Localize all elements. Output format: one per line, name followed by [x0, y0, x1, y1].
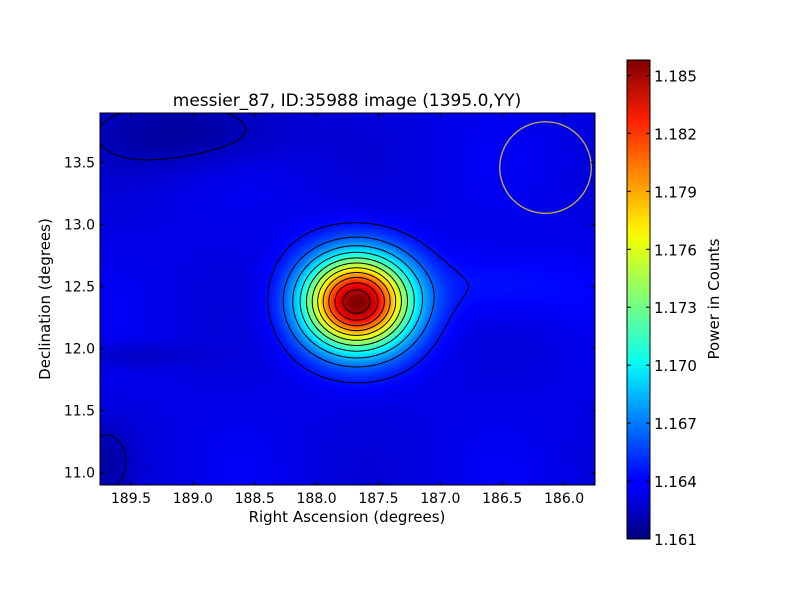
colorbar-tick-label: 1.185 [654, 67, 697, 85]
colorbar-tick-label: 1.164 [654, 473, 697, 491]
contour-line [100, 113, 247, 485]
contour-line [306, 257, 408, 346]
heatmap-image [100, 113, 595, 485]
contour-line [317, 267, 397, 336]
colorbar-tick-label: 1.167 [654, 415, 697, 433]
colorbar-gradient [626, 59, 651, 540]
colorbar-ticks: 1.161 1.164 1.167 1.170 1.173 1.176 1.179 1.182… [627, 67, 697, 549]
x-tick-label: 189.0 [173, 491, 213, 507]
y-tick-label: 11.5 [64, 404, 95, 420]
contour-line [322, 272, 391, 332]
x-axis-label: Right Ascension (degrees) [249, 508, 446, 526]
x-tick-label: 188.0 [297, 491, 337, 507]
contour-line [328, 277, 385, 327]
y-tick-label: 13.5 [64, 156, 95, 172]
colorbar-tick-label: 1.161 [654, 531, 697, 549]
contour-line [292, 245, 424, 359]
plot-area [100, 113, 595, 485]
y-tick-label: 13.0 [64, 218, 95, 234]
contour-lines [100, 113, 469, 485]
chart-title: messier_87, ID:35988 image (1395.0,YY) [173, 91, 521, 111]
x-tick-label: 189.5 [111, 491, 151, 507]
colorbar-tick-label: 1.182 [654, 125, 697, 143]
colorbar: 1.161 1.164 1.167 1.170 1.173 1.176 1.179 1.182… [626, 59, 723, 549]
y-axis: 11.0 11.5 12.0 12.5 13.0 13.5 [64, 156, 595, 482]
colorbar-tick-label: 1.179 [654, 183, 697, 201]
x-axis: 189.5 189.0 188.5 188.0 187.5 187.0 186.5 186.0 [111, 113, 584, 507]
x-tick-label: 186.5 [482, 491, 522, 507]
colorbar-tick-label: 1.176 [654, 241, 697, 259]
beam-circle [499, 121, 592, 214]
y-tick-label: 12.0 [64, 342, 95, 358]
colorbar-label: Power in Counts [705, 238, 723, 359]
y-tick-label: 12.5 [64, 280, 95, 296]
x-tick-label: 187.0 [420, 491, 460, 507]
contour-line [267, 222, 469, 384]
contour-line [282, 236, 435, 368]
y-tick-label: 11.0 [64, 466, 95, 482]
contour-line [311, 262, 402, 341]
contour-line [334, 282, 379, 321]
x-tick-label: 186.0 [544, 491, 584, 507]
contour-line [342, 289, 371, 314]
y-axis-label: Declination (degrees) [36, 218, 54, 380]
x-tick-label: 188.5 [235, 491, 275, 507]
plot-frame [99, 112, 596, 486]
contour-line [299, 251, 415, 352]
x-tick-label: 187.5 [358, 491, 398, 507]
colorbar-tick-label: 1.173 [654, 299, 697, 317]
colorbar-tick-label: 1.170 [654, 357, 697, 375]
